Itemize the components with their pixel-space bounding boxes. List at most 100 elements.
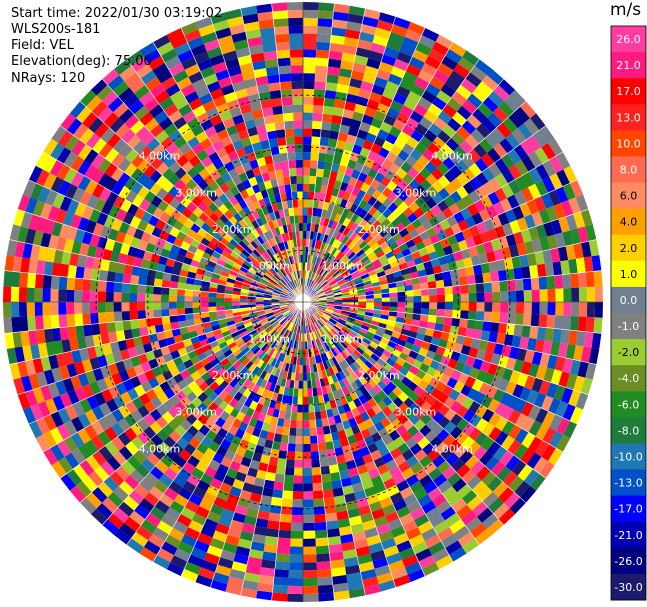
colorbar-segment <box>611 26 646 53</box>
ray-separator <box>302 301 578 425</box>
range-ring-label: 4.00km <box>139 150 181 163</box>
colorbar-tick-label: -21.0 <box>614 529 642 542</box>
ray-separator <box>9 301 304 365</box>
range-ring-label: 1.00km <box>248 259 290 272</box>
colorbar-tick-label: 10.0 <box>616 137 641 150</box>
colorbar-tick-label: -17.0 <box>614 503 642 516</box>
colorbar-tick-label: -2.0 <box>618 346 639 359</box>
ray-separator <box>28 301 304 425</box>
ray-separator <box>4 301 304 334</box>
ray-separator <box>302 3 335 303</box>
ray-separator <box>79 301 304 503</box>
ray-separator <box>9 239 304 303</box>
field-label: Field: VEL <box>11 38 74 53</box>
colorbar-tick-label: 1.0 <box>620 268 638 281</box>
ray-separator <box>28 179 304 303</box>
colorbar: 26.0 21.0 17.0 13.0 10.0 8.0 6.0 4.0 2.0 1.0 0.0 -1… <box>610 25 647 601</box>
ray-separator <box>302 16 396 303</box>
ray-separator <box>240 8 304 303</box>
start-time-label: Start time: 2022/01/30 03:19:02 <box>11 6 223 21</box>
colorbar-tick-label: 2.0 <box>620 242 638 255</box>
colorbar-tick-label: -13.0 <box>614 477 642 490</box>
colorbar-tick-label: 8.0 <box>620 164 638 177</box>
colorbar-segment <box>611 156 646 184</box>
ray-separator <box>302 78 504 303</box>
velocity-cells-10 <box>22 27 561 587</box>
colorbar-border <box>610 25 647 601</box>
ray-separator <box>17 301 304 395</box>
velocity-cells-14 <box>3 27 587 602</box>
ray-separator <box>302 301 454 562</box>
ray-separator <box>43 301 304 453</box>
ray-separator <box>102 301 304 526</box>
colorbar-unit-label: m/s <box>610 0 642 20</box>
ray-separator <box>302 301 335 601</box>
range-ring-label: 4.00km <box>431 442 473 455</box>
ray-separator <box>302 301 527 503</box>
ray-separator <box>302 301 546 479</box>
colorbar-tick-label: 21.0 <box>616 59 641 72</box>
ray-separator <box>302 125 546 303</box>
colorbar-tick-label: -30.0 <box>614 581 642 594</box>
colorbar-tick-label: -6.0 <box>618 398 639 411</box>
ray-separator <box>126 59 304 303</box>
ray-separator <box>302 301 563 453</box>
ray-separator <box>79 101 304 303</box>
colorbar-tick-label: 0.0 <box>620 294 638 307</box>
velocity-cells-15 <box>45 16 589 593</box>
range-ring-label: 2.00km <box>212 369 254 382</box>
colorbar-segment <box>611 104 646 131</box>
colorbar-segment <box>611 521 646 549</box>
ray-separator <box>240 301 304 596</box>
ray-separator <box>210 16 304 303</box>
range-ring-label: 1.00km <box>322 333 364 346</box>
range-ring-label: 3.00km <box>395 406 437 419</box>
colorbar-segment <box>611 182 646 210</box>
ray-separator <box>4 270 304 303</box>
range-ring-label: 3.00km <box>175 186 217 199</box>
colorbar-segment <box>611 365 646 392</box>
colorbar-segment <box>611 286 646 314</box>
range-ring-label: 2.00km <box>212 223 254 236</box>
ray-separator <box>302 301 426 577</box>
colorbar-segment <box>611 391 646 418</box>
velocity-cells-3 <box>25 2 596 602</box>
ray-separator <box>60 125 304 303</box>
nrays-label: NRays: 120 <box>11 71 86 86</box>
colorbar-tick-label: -1.0 <box>618 320 639 333</box>
ray-separator <box>302 301 589 395</box>
colorbar-segment <box>611 130 646 157</box>
colorbar-segment <box>611 547 646 575</box>
colorbar-tick-label: 13.0 <box>616 111 641 124</box>
ray-separator <box>17 209 304 303</box>
elevation-label: Elevation(deg): 75.00 <box>11 54 152 69</box>
ray-separator <box>302 101 527 303</box>
colorbar-segment <box>611 495 646 523</box>
colorbar-tick-label: 17.0 <box>616 85 641 98</box>
range-ring-label: 4.00km <box>431 150 473 163</box>
range-rings <box>3 2 603 602</box>
colorbar-segment <box>611 234 646 262</box>
range-ring-label: 3.00km <box>175 406 217 419</box>
colorbar-segment <box>611 52 646 79</box>
range-ring-label: 1.00km <box>248 333 290 346</box>
ray-separator <box>302 151 563 303</box>
ray-separator <box>302 239 597 303</box>
ray-separator <box>271 301 304 601</box>
ray-separator <box>302 301 396 588</box>
range-ring-label: 3.00km <box>395 186 437 199</box>
colorbar-segment <box>611 443 646 471</box>
range-ring-label: 2.00km <box>358 223 400 236</box>
ray-separator <box>180 301 304 577</box>
colorbar-segment <box>611 78 646 105</box>
ray-separator <box>60 301 304 479</box>
colorbar-segment <box>611 339 646 366</box>
ray-separator <box>302 42 454 303</box>
ray-separator <box>302 179 578 303</box>
range-ring-labels: 1.00km 1.00km 1.00km 1.00km 2.00km 2.00km 2.00… <box>139 150 473 456</box>
ray-separator <box>302 27 426 303</box>
colorbar-tick-label: 26.0 <box>616 33 641 46</box>
ray-separator <box>302 270 602 303</box>
colorbar-tick-label: -8.0 <box>618 424 639 437</box>
